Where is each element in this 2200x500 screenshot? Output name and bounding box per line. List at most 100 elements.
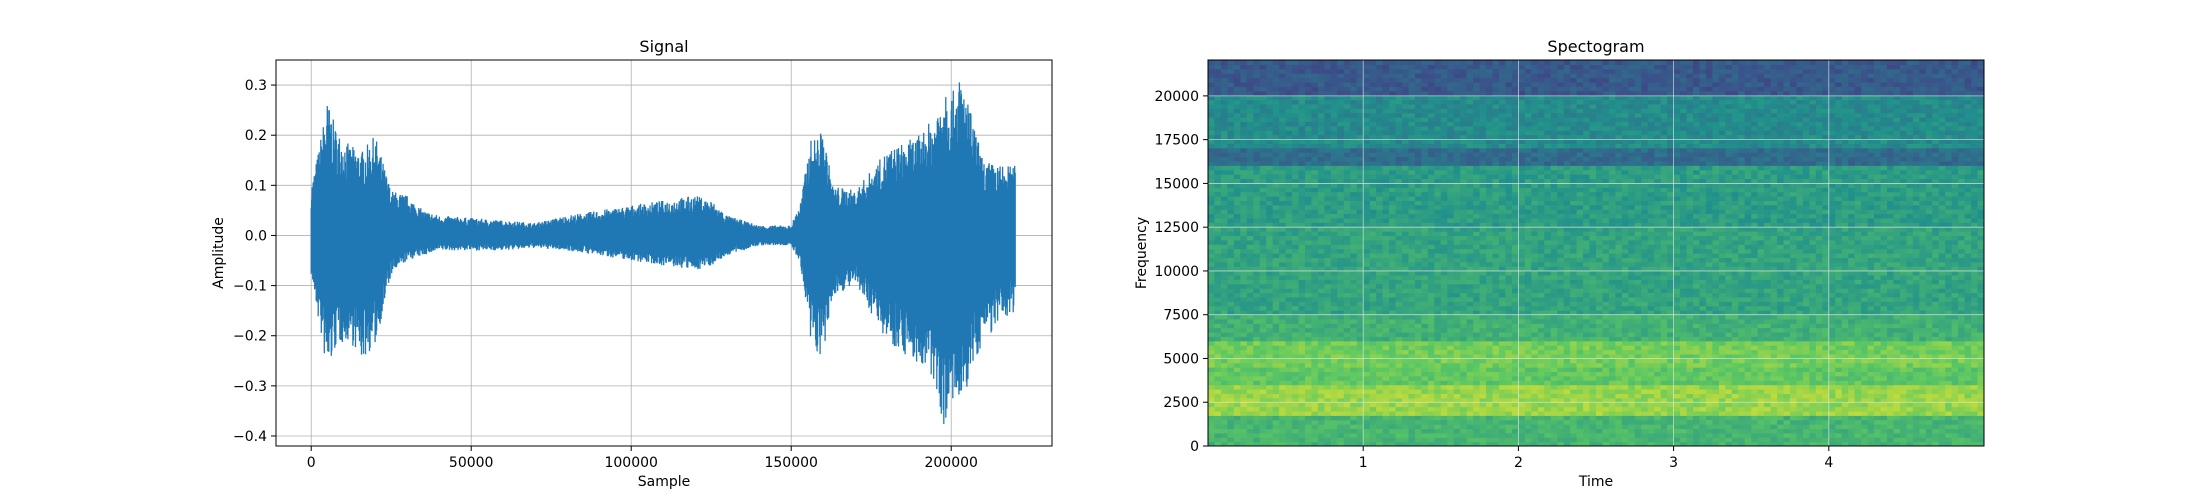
spectrogram-cell [1480, 306, 1487, 311]
spectrogram-cell [1415, 218, 1422, 223]
spectrogram-cell [1383, 266, 1390, 271]
spectrogram-cell [1305, 297, 1312, 302]
spectrogram-cell [1402, 279, 1409, 284]
spectrogram-cell [1363, 297, 1370, 302]
spectrogram-cell [1402, 385, 1409, 390]
spectrogram-cell [1473, 99, 1480, 104]
spectrogram-cell [1357, 148, 1364, 153]
spectrogram-cell [1214, 437, 1221, 442]
spectrogram-cell [1512, 64, 1519, 69]
spectrogram-cell [1480, 104, 1487, 109]
spectrogram-cell [1227, 407, 1234, 412]
spectrogram-cell [1376, 121, 1383, 126]
spectrogram-cell [1454, 113, 1461, 118]
spectrogram-cell [1286, 332, 1293, 337]
spectrogram-cell [1324, 69, 1331, 74]
spectrogram-cell [1441, 380, 1448, 385]
spectrogram-cell [1292, 415, 1299, 420]
spectrogram-cell [1551, 275, 1558, 280]
spectrogram-cell [1350, 178, 1357, 183]
spectrogram-cell [1493, 428, 1500, 433]
spectrogram-cell [1531, 262, 1538, 267]
spectrogram-cell [1454, 240, 1461, 245]
spectrogram-cell [1311, 415, 1318, 420]
spectrogram-cell [1415, 178, 1422, 183]
spectrogram-cell [1505, 301, 1512, 306]
spectrogram-cell [1305, 275, 1312, 280]
spectrogram-cell [1221, 407, 1228, 412]
spectrogram-cell [1344, 60, 1351, 65]
spectrogram-cell [1467, 411, 1474, 416]
spectrogram-cell [1538, 64, 1545, 69]
spectrogram-cell [1292, 235, 1299, 240]
spectrogram-cell [1305, 314, 1312, 319]
spectrogram-cell [1505, 433, 1512, 438]
spectrogram-cell [1538, 209, 1545, 214]
spectrogram-cell [1266, 174, 1273, 179]
spectrogram-cell [1480, 196, 1487, 201]
spectrogram-cell [1221, 157, 1228, 162]
spectrogram-cell [1402, 402, 1409, 407]
spectrogram-cell [1551, 262, 1558, 267]
spectrogram-cell [1214, 345, 1221, 350]
spectrogram-cell [1557, 292, 1564, 297]
spectrogram-cell [1253, 222, 1260, 227]
spectrogram-cell [1260, 415, 1267, 420]
spectrogram-cell [1402, 257, 1409, 262]
spectrogram-cell [1376, 218, 1383, 223]
spectrogram-cell [1350, 148, 1357, 153]
spectrogram-cell [1383, 99, 1390, 104]
spectrogram-cell [1493, 69, 1500, 74]
spectrogram-cell [1434, 126, 1441, 131]
spectrogram-cell [1402, 266, 1409, 271]
spectrogram-cell [1299, 108, 1306, 113]
spectrogram-cell [1299, 148, 1306, 153]
spectrogram-cell [1299, 428, 1306, 433]
spectrogram-cell [1214, 165, 1221, 170]
spectrogram-cell [1389, 214, 1396, 219]
spectrogram-cell [1512, 200, 1519, 205]
spectrogram-cell [1292, 275, 1299, 280]
spectrogram-cell [1493, 231, 1500, 236]
spectrogram-cell [1318, 165, 1325, 170]
spectrogram-cell [1396, 126, 1403, 131]
spectrogram-cell [1408, 91, 1415, 96]
spectrogram-cell [1525, 275, 1532, 280]
spectrogram-cell [1311, 73, 1318, 78]
spectrogram-cell [1570, 437, 1577, 442]
spectrogram-cell [1434, 148, 1441, 153]
spectrogram-cell [1434, 143, 1441, 148]
spectrogram-cell [1564, 157, 1571, 162]
spectrogram-cell [1557, 323, 1564, 328]
spectrogram-cell [1279, 244, 1286, 249]
spectrogram-cell [1221, 108, 1228, 113]
spectrogram-cell [1357, 117, 1364, 122]
spectrogram-cell [1208, 437, 1215, 442]
spectrogram-cell [1389, 218, 1396, 223]
spectrogram-cell [1240, 152, 1247, 157]
spectrogram-cell [1214, 78, 1221, 83]
spectrogram-cell [1247, 323, 1254, 328]
spectrogram-cell [1499, 393, 1506, 398]
spectrogram-cell [1421, 69, 1428, 74]
spectrogram-cell [1370, 192, 1377, 197]
spectrogram-cell [1486, 284, 1493, 289]
spectrogram-cell [1363, 284, 1370, 289]
spectrogram-cell [1564, 262, 1571, 267]
spectrogram-cell [1357, 380, 1364, 385]
spectrogram-cell [1234, 433, 1241, 438]
spectrogram-cell [1486, 222, 1493, 227]
spectrogram-cell [1557, 424, 1564, 429]
spectrogram-cell [1415, 113, 1422, 118]
spectrogram-cell [1357, 91, 1364, 96]
spectrogram-cell [1273, 174, 1280, 179]
spectrogram-cell [1331, 69, 1338, 74]
spectrogram-cell [1253, 235, 1260, 240]
spectrogram-cell [1557, 64, 1564, 69]
spectrogram-cell [1538, 73, 1545, 78]
spectrogram-cell [1402, 86, 1409, 91]
spectrogram-cell [1234, 130, 1241, 135]
spectrogram-cell [1434, 266, 1441, 271]
spectrogram-cell [1408, 314, 1415, 319]
spectrogram-cell [1350, 253, 1357, 258]
